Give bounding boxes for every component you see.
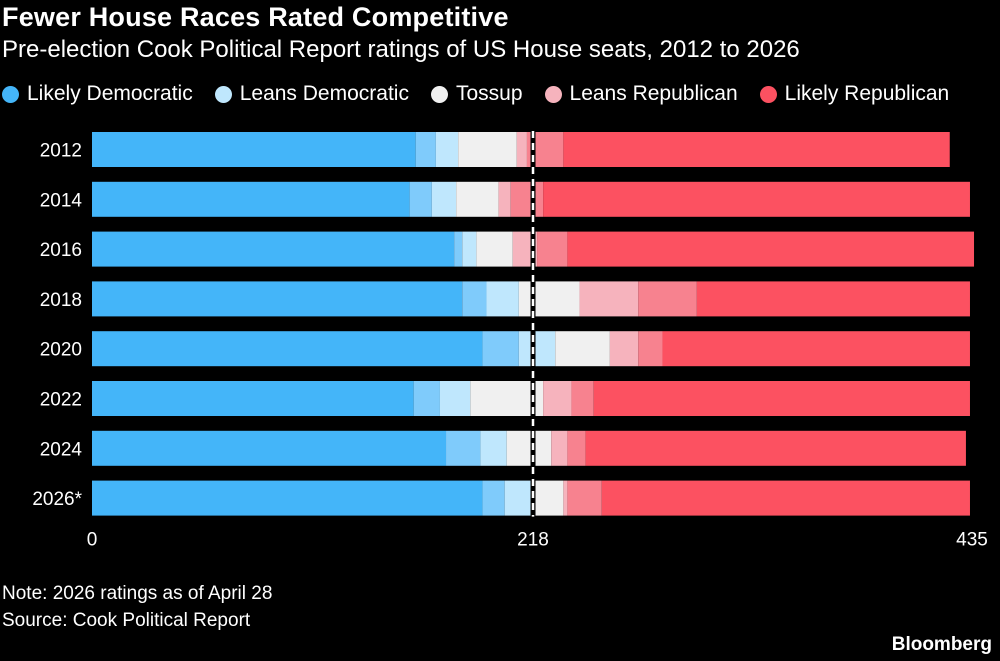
legend-swatch-tossup bbox=[430, 85, 448, 103]
x-tick-label: 0 bbox=[87, 530, 98, 550]
bar-segment-tossup bbox=[518, 281, 580, 317]
bar-segment-likely-democratic bbox=[446, 430, 481, 466]
bar-segment-likely-republican bbox=[567, 430, 586, 466]
bar-segment-leans-republican bbox=[579, 281, 639, 317]
legend-item-leans-democratic: Leans Democratic bbox=[214, 82, 409, 106]
legend: Likely Democratic Leans Democratic Tossu… bbox=[2, 82, 949, 106]
bar-segment-leans-republican bbox=[551, 430, 568, 466]
bar-segment-leans-democratic bbox=[504, 480, 534, 516]
bar-segment-likely-democratic bbox=[413, 381, 440, 416]
bar-segment-leans-democratic bbox=[518, 331, 556, 367]
bar-segment-solid-republican bbox=[567, 231, 975, 267]
bar-segment-solid-republican bbox=[585, 430, 966, 466]
bar-segment-likely-republican bbox=[510, 181, 544, 217]
bar-segment-likely-democratic bbox=[409, 181, 432, 217]
legend-label: Leans Republican bbox=[569, 82, 738, 105]
bar-segment-tossup bbox=[476, 231, 513, 267]
legend-item-leans-republican: Leans Republican bbox=[544, 82, 738, 106]
bar-segment-leans-democratic bbox=[486, 281, 519, 317]
legend-item-likely-democratic: Likely Democratic bbox=[2, 82, 193, 106]
legend-label: Tossup bbox=[455, 82, 523, 105]
bar-segment-likely-republican bbox=[571, 381, 594, 416]
chart-title: Fewer House Races Rated Competitive bbox=[2, 2, 509, 32]
y-tick-label: 2012 bbox=[40, 141, 82, 162]
bar-segment-leans-republican bbox=[516, 132, 527, 167]
bar-segment-leans-democratic bbox=[462, 231, 477, 267]
bar-segment-solid-republican bbox=[563, 132, 950, 167]
bar-segment-tossup bbox=[533, 480, 564, 516]
stacked-bar-chart: 2012 2014 2016 2018 2020 2022 2024 2026*0 218 435 bbox=[32, 131, 988, 550]
bar-segment-tossup bbox=[555, 331, 610, 367]
x-tick-label: 218 bbox=[517, 530, 549, 550]
legend-swatch-leans-republican bbox=[544, 85, 562, 103]
bar-segment-solid-republican bbox=[601, 480, 970, 516]
bar-segment-tossup bbox=[458, 132, 517, 167]
x-tick-label: 435 bbox=[956, 530, 988, 550]
bar-segment-likely-republican bbox=[638, 281, 697, 317]
chart-note: Note: 2026 ratings as of April 28 bbox=[2, 583, 273, 604]
bar-segment-leans-republican bbox=[609, 331, 639, 367]
bar-segment-solid-democratic bbox=[92, 281, 463, 317]
y-tick-label: 2018 bbox=[40, 290, 82, 311]
legend-item-likely-republican: Likely Republican bbox=[759, 82, 950, 106]
bar-segment-leans-democratic bbox=[431, 181, 457, 217]
legend-label: Leans Democratic bbox=[239, 82, 409, 105]
bar-segment-solid-democratic bbox=[92, 430, 447, 466]
y-tick-label: 2022 bbox=[40, 390, 82, 411]
y-tick-label: 2026* bbox=[32, 489, 82, 510]
bar-segment-solid-democratic bbox=[92, 381, 414, 416]
y-tick-label: 2014 bbox=[40, 190, 83, 211]
chart-subtitle: Pre-election Cook Political Report ratin… bbox=[2, 36, 800, 63]
bar-segment-leans-republican bbox=[543, 381, 572, 416]
bar-segment-leans-republican bbox=[563, 480, 568, 516]
bar-segment-solid-republican bbox=[543, 181, 970, 217]
bar-segment-leans-democratic bbox=[435, 132, 459, 167]
bar-segment-likely-republican bbox=[537, 231, 568, 267]
bar-segment-likely-democratic bbox=[482, 480, 505, 516]
brand-logo: Bloomberg bbox=[891, 634, 992, 655]
bar-segment-leans-democratic bbox=[439, 381, 471, 416]
bar-segment-solid-republican bbox=[662, 331, 970, 367]
bar-segment-solid-democratic bbox=[92, 231, 455, 267]
bar-segment-solid-republican bbox=[696, 281, 970, 317]
legend-swatch-leans-democratic bbox=[214, 85, 232, 103]
bar-segment-solid-democratic bbox=[92, 331, 483, 367]
y-tick-label: 2024 bbox=[40, 439, 83, 460]
bar-segment-likely-democratic bbox=[462, 281, 487, 317]
bar-segment-solid-republican bbox=[593, 381, 970, 416]
bar-segment-likely-democratic bbox=[454, 231, 463, 267]
bar-segment-solid-democratic bbox=[92, 181, 410, 217]
bar-segment-likely-republican bbox=[638, 331, 663, 367]
legend-swatch-likely-democratic bbox=[2, 85, 19, 103]
legend-swatch-likely-republican bbox=[759, 85, 777, 103]
bar-segment-leans-democratic bbox=[480, 430, 507, 466]
bar-segment-likely-republican bbox=[567, 480, 602, 516]
chart-source: Source: Cook Political Report bbox=[2, 610, 251, 631]
legend-label: Likely Republican bbox=[784, 82, 950, 105]
y-tick-label: 2016 bbox=[40, 240, 82, 261]
legend-label: Likely Democratic bbox=[27, 82, 193, 105]
bar-segment-leans-republican bbox=[498, 181, 511, 217]
legend-item-tossup: Tossup bbox=[430, 82, 523, 106]
bar-segment-likely-democratic bbox=[482, 331, 519, 367]
bar-segment-solid-democratic bbox=[92, 132, 416, 167]
bar-segment-tossup bbox=[506, 430, 552, 466]
y-tick-label: 2020 bbox=[40, 340, 82, 361]
bar-segment-tossup bbox=[456, 181, 499, 217]
bar-segment-solid-democratic bbox=[92, 480, 483, 516]
bar-segment-likely-democratic bbox=[415, 132, 436, 167]
